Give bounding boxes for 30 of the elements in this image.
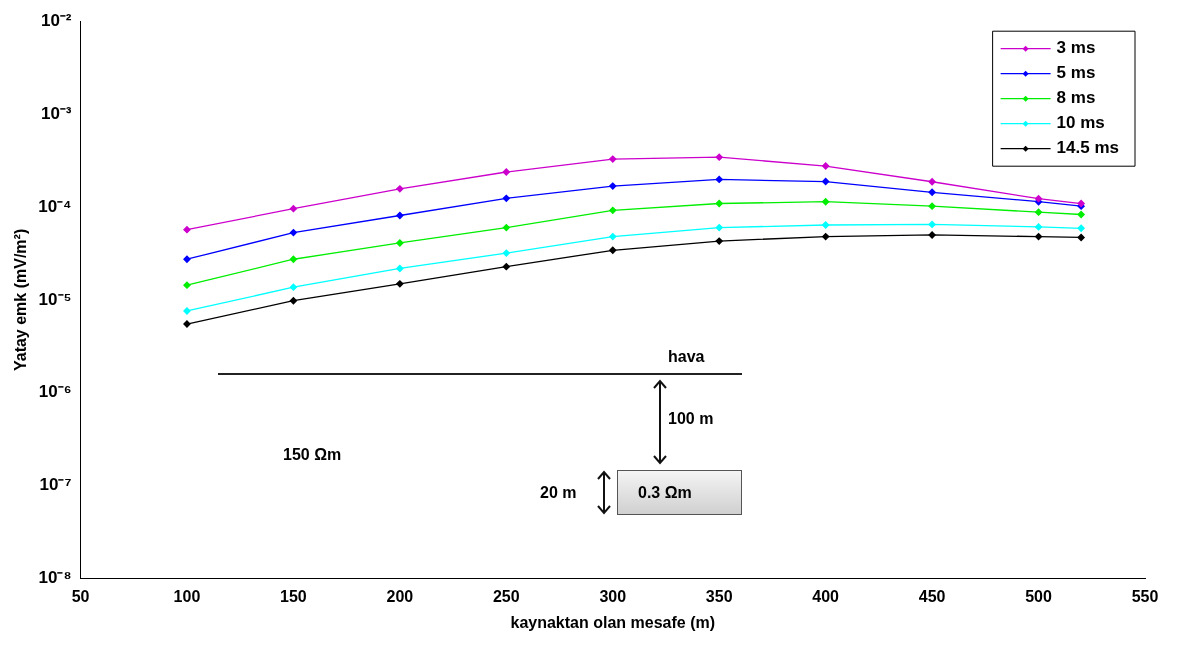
y-tick-label: 10⁻⁷	[39, 475, 72, 495]
x-tick-label: 400	[812, 587, 840, 605]
y-axis-title: Yatay emk (mV/m²)	[12, 228, 30, 372]
annotation: 0.3 Ωm	[638, 484, 692, 502]
x-tick-label: 100	[173, 587, 201, 605]
x-tick-label: 250	[492, 587, 520, 605]
x-tick-label: 150	[280, 587, 307, 605]
y-tick-label: 10⁻⁴	[38, 196, 72, 216]
annotation: hava	[668, 348, 705, 366]
legend-label: 10 ms	[1056, 113, 1105, 133]
annotation: 100 m	[668, 410, 714, 428]
x-tick-label: 300	[599, 587, 627, 605]
x-tick-label: 50	[71, 587, 90, 605]
x-tick-label: 200	[386, 587, 414, 605]
x-axis-title: kaynaktan olan mesafe (m)	[510, 613, 716, 631]
y-tick-label: 10⁻⁵	[38, 289, 72, 309]
x-tick-label: 550	[1131, 587, 1159, 605]
x-tick-label: 450	[918, 587, 946, 605]
y-tick-label: 10⁻²	[40, 10, 72, 30]
y-tick-label: 10⁻⁸	[38, 568, 72, 588]
annotation: 20 m	[540, 484, 577, 502]
legend-label: 3 ms	[1056, 38, 1096, 58]
x-tick-label: 500	[1025, 587, 1052, 605]
legend-label: 5 ms	[1056, 63, 1096, 83]
annotation: 150 Ωm	[283, 446, 342, 464]
y-tick-label: 10⁻³	[40, 103, 72, 123]
legend-label: 8 ms	[1056, 88, 1096, 108]
legend-label: 14.5 ms	[1056, 138, 1120, 158]
x-tick-label: 350	[705, 587, 733, 605]
y-tick-label: 10⁻⁶	[38, 382, 72, 402]
